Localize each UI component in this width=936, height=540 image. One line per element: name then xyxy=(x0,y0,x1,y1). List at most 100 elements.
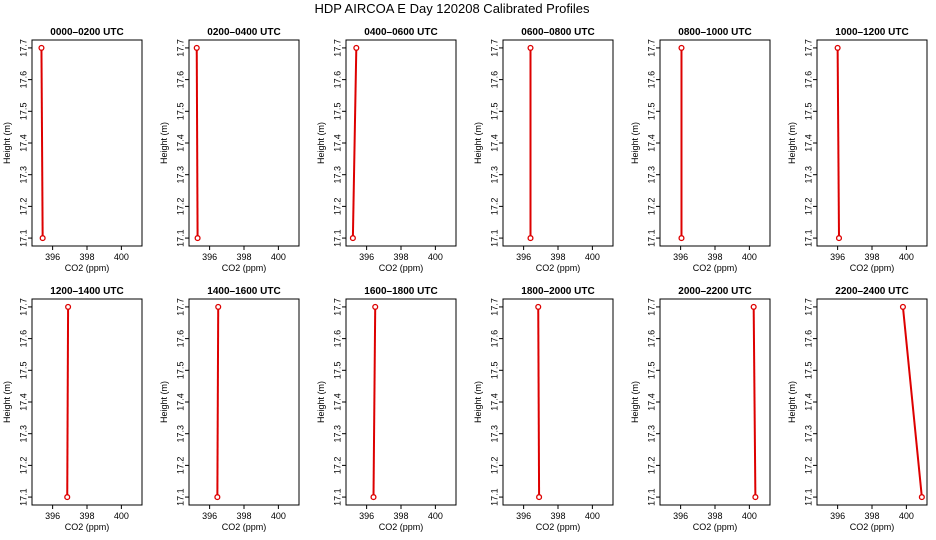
x-tick-label: 396 xyxy=(359,252,374,262)
plot-frame xyxy=(188,39,300,247)
x-tick-label: 400 xyxy=(585,252,600,262)
plot-frame xyxy=(659,39,771,247)
x-axis-label: CO2 (ppm) xyxy=(693,263,738,273)
profile-line xyxy=(351,47,358,239)
y-axis-label: Height (m) xyxy=(473,381,483,423)
y-tick-label: 17.5 xyxy=(332,362,342,380)
plot-frame xyxy=(31,298,143,506)
x-tick-label: 398 xyxy=(79,252,94,262)
y-axis-label: Height (m) xyxy=(2,122,12,164)
y-axis-label: Height (m) xyxy=(473,122,483,164)
y-tick-label: 17.1 xyxy=(332,488,342,506)
panel-grid: 0000–0200 UTC 396 398 400 17.1 17.2 17.3 17.4 17… xyxy=(2,27,928,532)
profile-point xyxy=(349,235,356,242)
y-tick-label: 17.2 xyxy=(803,198,813,216)
profile-point xyxy=(193,44,200,51)
x-axis-label: CO2 (ppm) xyxy=(65,263,110,273)
y-tick-label: 17.1 xyxy=(489,488,499,506)
x-tick-label: 398 xyxy=(864,252,879,262)
y-tick-label: 17.7 xyxy=(18,39,28,57)
y-tick-label: 17.7 xyxy=(646,39,656,57)
panel-title: 1600–1800 UTC xyxy=(364,286,437,297)
panel-title: 2000–2200 UTC xyxy=(678,286,751,297)
x-tick-label: 400 xyxy=(742,511,757,521)
y-axis-label: Height (m) xyxy=(630,122,640,164)
x-axis-label: CO2 (ppm) xyxy=(379,263,424,273)
y-tick-label: 17.1 xyxy=(646,229,656,247)
y-tick-label: 17.5 xyxy=(18,362,28,380)
profile-panel: 1400–1600 UTC 396 398 400 17.1 17.2 17.3 17.4 17… xyxy=(159,286,300,532)
y-tick-label: 17.3 xyxy=(646,166,656,184)
x-tick-label: 398 xyxy=(707,511,722,521)
y-tick-label: 17.6 xyxy=(175,330,185,348)
x-axis-label: CO2 (ppm) xyxy=(222,522,267,532)
panel-title: 0000–0200 UTC xyxy=(50,27,123,38)
profile-line xyxy=(195,47,199,239)
y-tick-label: 17.3 xyxy=(175,425,185,443)
y-tick-label: 17.1 xyxy=(175,229,185,247)
profile-line xyxy=(216,306,220,498)
x-axis-label: CO2 (ppm) xyxy=(850,522,895,532)
x-tick-label: 396 xyxy=(830,511,845,521)
y-tick-label: 17.2 xyxy=(18,198,28,216)
y-tick-label: 17.6 xyxy=(489,71,499,89)
plot-frame xyxy=(502,298,614,506)
y-tick-label: 17.5 xyxy=(18,103,28,121)
y-tick-label: 17.2 xyxy=(803,457,813,475)
plot-frame xyxy=(816,298,928,506)
y-axis-label: Height (m) xyxy=(787,122,797,164)
y-tick-label: 17.4 xyxy=(646,393,656,411)
profile-line xyxy=(66,306,70,498)
x-tick-label: 400 xyxy=(899,252,914,262)
x-tick-label: 396 xyxy=(45,511,60,521)
y-tick-label: 17.6 xyxy=(175,71,185,89)
x-tick-label: 396 xyxy=(673,252,688,262)
y-tick-label: 17.7 xyxy=(175,39,185,57)
y-tick-label: 17.4 xyxy=(18,393,28,411)
y-tick-label: 17.1 xyxy=(332,229,342,247)
y-tick-label: 17.1 xyxy=(175,488,185,506)
profile-panel: 0400–0600 UTC 396 398 400 17.1 17.2 17.3 17.4 17… xyxy=(316,27,457,273)
y-tick-label: 17.7 xyxy=(803,39,813,57)
plot-frame xyxy=(502,39,614,247)
profile-point xyxy=(194,235,201,242)
y-tick-label: 17.6 xyxy=(332,330,342,348)
x-tick-label: 396 xyxy=(202,252,217,262)
y-tick-label: 17.2 xyxy=(489,198,499,216)
profile-point xyxy=(527,44,534,51)
plot-frame xyxy=(31,39,143,247)
profile-point xyxy=(372,303,379,310)
y-tick-label: 17.2 xyxy=(332,198,342,216)
profile-panel: 2200–2400 UTC 396 398 400 17.1 17.2 17.3 17.4 17… xyxy=(787,286,928,532)
plot-frame xyxy=(345,298,457,506)
y-tick-label: 17.1 xyxy=(18,229,28,247)
y-tick-label: 17.3 xyxy=(18,166,28,184)
profile-point xyxy=(370,494,377,501)
profile-point xyxy=(918,494,925,501)
y-tick-label: 17.1 xyxy=(646,488,656,506)
profile-line xyxy=(901,306,923,498)
y-tick-label: 17.5 xyxy=(489,362,499,380)
panel-title: 0800–1000 UTC xyxy=(678,27,751,38)
y-tick-label: 17.5 xyxy=(332,103,342,121)
y-tick-label: 17.6 xyxy=(803,71,813,89)
profile-point xyxy=(536,494,543,501)
panel-title: 1200–1400 UTC xyxy=(50,286,123,297)
y-tick-label: 17.4 xyxy=(803,393,813,411)
x-tick-label: 398 xyxy=(236,252,251,262)
x-tick-label: 398 xyxy=(550,511,565,521)
y-tick-label: 17.2 xyxy=(175,198,185,216)
profile-panel: 0600–0800 UTC 396 398 400 17.1 17.2 17.3 17.4 17… xyxy=(473,27,614,273)
y-tick-label: 17.2 xyxy=(18,457,28,475)
y-tick-label: 17.4 xyxy=(646,134,656,152)
x-tick-label: 398 xyxy=(236,511,251,521)
figure-title: HDP AIRCOA E Day 120208 Calibrated Profi… xyxy=(314,1,590,16)
profile-point xyxy=(353,44,360,51)
y-tick-label: 17.6 xyxy=(646,71,656,89)
y-tick-label: 17.4 xyxy=(332,134,342,152)
y-tick-label: 17.4 xyxy=(175,134,185,152)
y-axis-label: Height (m) xyxy=(159,122,169,164)
y-tick-label: 17.3 xyxy=(803,425,813,443)
x-axis-label: CO2 (ppm) xyxy=(65,522,110,532)
plot-frame xyxy=(188,298,300,506)
